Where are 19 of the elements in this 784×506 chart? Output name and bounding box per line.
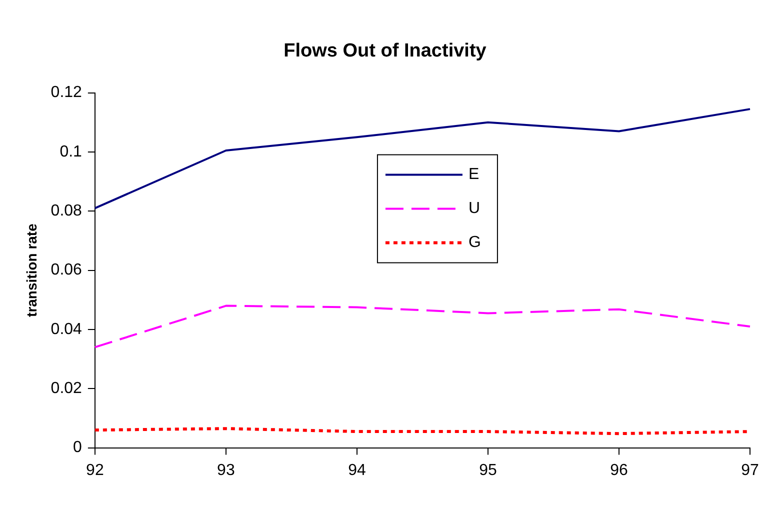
x-tick-label: 92: [86, 462, 104, 479]
y-tick-label: 0.12: [50, 84, 82, 102]
y-tick-label: 0: [73, 439, 82, 456]
y-tick-label: 0.1: [60, 143, 82, 160]
x-tick-label: 96: [610, 462, 628, 479]
x-tick-label: 95: [479, 462, 497, 479]
legend-label: E: [468, 166, 480, 184]
x-tick-label: 94: [348, 462, 366, 479]
legend-label: U: [468, 200, 480, 218]
y-tick-label: 0.04: [50, 320, 82, 338]
y-tick-label: 0.02: [50, 380, 82, 398]
y-tick-label: 0.06: [50, 262, 82, 279]
line-series: [94, 304, 751, 348]
chart-title: Flows Out of Inactivity: [284, 40, 487, 62]
legend-label: G: [468, 234, 481, 252]
x-tick-label: 97: [741, 462, 759, 479]
x-tick-label: 93: [217, 462, 235, 479]
y-axis-title: transition rate: [23, 223, 40, 317]
y-tick-label: 0.08: [50, 202, 82, 220]
